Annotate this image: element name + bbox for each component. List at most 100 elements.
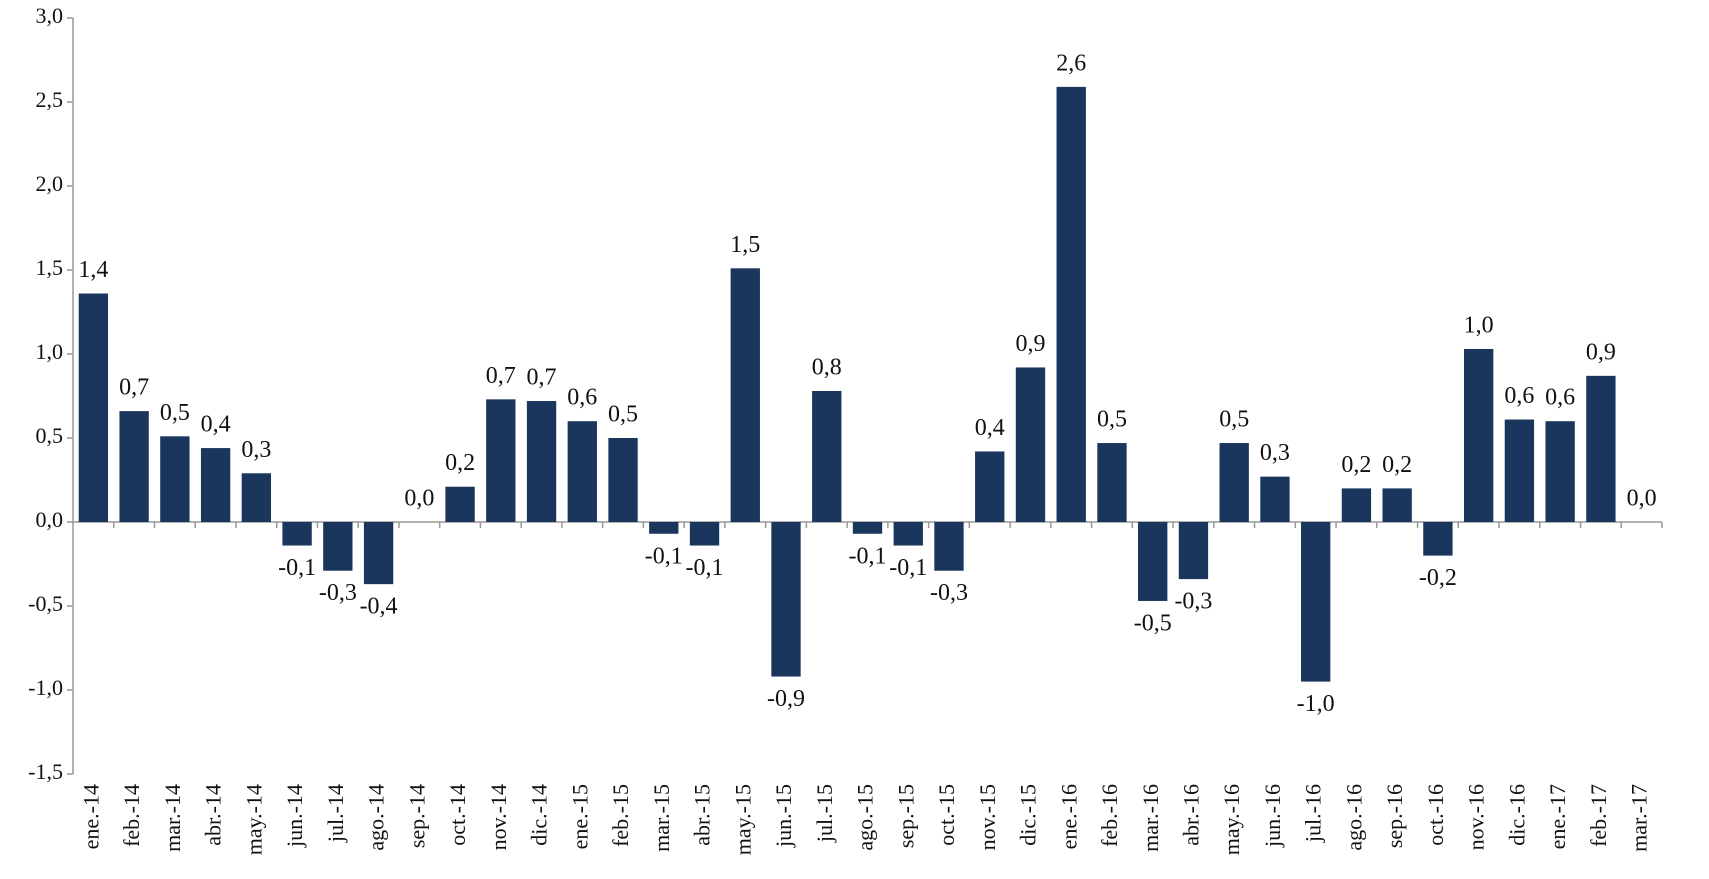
y-tick-label: 2,5 xyxy=(36,87,64,112)
y-tick-label: 0,5 xyxy=(36,423,64,448)
value-label: 0,0 xyxy=(404,486,434,512)
value-label: -0,4 xyxy=(360,594,398,620)
y-tick-label: 1,5 xyxy=(36,255,64,280)
y-tick-label: -0,5 xyxy=(28,591,63,616)
value-label: -0,5 xyxy=(1134,610,1172,636)
x-tick-label: nov.-16 xyxy=(1464,784,1489,850)
bar xyxy=(119,411,149,522)
value-label: 0,3 xyxy=(241,437,271,463)
value-label: 0,6 xyxy=(1545,385,1575,411)
bar xyxy=(160,436,190,522)
bar xyxy=(1382,488,1412,522)
x-tick-label: jun.-14 xyxy=(282,784,307,848)
value-label: 0,4 xyxy=(201,412,231,438)
bar xyxy=(1586,375,1616,522)
y-tick-label: -1,0 xyxy=(28,675,63,700)
x-tick-label: jun.-16 xyxy=(1260,784,1285,848)
x-tick-label: nov.-14 xyxy=(486,784,511,850)
bar xyxy=(567,421,597,522)
bar xyxy=(241,473,272,522)
value-label: -0,1 xyxy=(278,555,316,581)
value-label: 0,2 xyxy=(1382,452,1412,478)
x-tick-label: oct.-15 xyxy=(934,784,959,846)
bar xyxy=(893,522,923,546)
x-tick-label: may.-14 xyxy=(241,784,266,855)
x-tick-label: dic.-15 xyxy=(1016,784,1041,846)
bar xyxy=(730,268,760,522)
bar xyxy=(1178,522,1209,580)
x-tick-label: abr.-15 xyxy=(690,784,715,846)
value-label: 1,4 xyxy=(78,257,108,283)
value-label: 0,5 xyxy=(1097,407,1127,433)
value-label: 0,9 xyxy=(1586,339,1616,365)
x-tick-label: ago.-14 xyxy=(364,784,389,851)
bar xyxy=(1015,367,1046,522)
x-tick-label: dic.-16 xyxy=(1504,784,1529,846)
bar xyxy=(934,522,964,571)
y-tick-label: 3,0 xyxy=(36,3,64,28)
bar xyxy=(852,522,883,534)
bar xyxy=(1545,421,1575,522)
value-label: 0,7 xyxy=(119,375,149,401)
x-tick-label: dic.-14 xyxy=(527,784,552,846)
x-tick-label: ene.-17 xyxy=(1545,784,1570,849)
value-label: -0,1 xyxy=(849,543,887,569)
value-label: -0,1 xyxy=(889,555,927,581)
y-tick-label: 2,0 xyxy=(36,171,64,196)
value-label: -0,3 xyxy=(1174,589,1212,615)
value-label: 1,0 xyxy=(1464,312,1494,338)
bar xyxy=(1056,86,1086,522)
x-tick-label: jul.-14 xyxy=(323,784,348,843)
y-tick-label: 0,0 xyxy=(36,507,64,532)
bar xyxy=(1219,443,1249,522)
value-label: 0,8 xyxy=(812,354,842,380)
x-tick-label: jun.-15 xyxy=(771,784,796,848)
y-tick-label: 1,0 xyxy=(36,339,64,364)
x-tick-label: oct.-16 xyxy=(1423,784,1448,846)
bar xyxy=(1423,522,1453,556)
x-tick-label: mar.-15 xyxy=(649,784,674,852)
bar xyxy=(1341,488,1372,522)
x-tick-label: jul.-15 xyxy=(812,784,837,843)
x-tick-label: abr.-16 xyxy=(1178,784,1203,846)
x-tick-label: ene.-16 xyxy=(1056,784,1081,849)
x-tick-label: ago.-16 xyxy=(1341,784,1366,851)
value-label: -0,1 xyxy=(686,555,724,581)
value-label: -0,9 xyxy=(767,686,805,712)
value-label: 0,4 xyxy=(975,415,1005,441)
bar xyxy=(1260,476,1290,522)
value-label: 0,6 xyxy=(1504,383,1534,409)
bar xyxy=(1504,419,1535,522)
x-tick-label: feb.-16 xyxy=(1097,784,1122,847)
bar xyxy=(363,522,394,585)
x-tick-label: oct.-14 xyxy=(445,784,470,846)
bar xyxy=(526,401,557,522)
bar xyxy=(1138,522,1168,601)
value-label: 0,3 xyxy=(1260,440,1290,466)
x-tick-label: jul.-16 xyxy=(1301,784,1326,843)
value-label: 0,9 xyxy=(1015,331,1045,357)
value-label: 2,6 xyxy=(1056,50,1086,76)
y-tick-label: -1,5 xyxy=(28,759,63,784)
bar xyxy=(200,448,231,522)
x-tick-label: may.-16 xyxy=(1219,784,1244,855)
value-label: 0,2 xyxy=(445,450,475,476)
value-label: 0,7 xyxy=(527,365,557,391)
x-tick-label: feb.-17 xyxy=(1586,784,1611,847)
x-tick-label: may.-15 xyxy=(730,784,755,855)
x-tick-label: ago.-15 xyxy=(853,784,878,851)
x-tick-label: feb.-14 xyxy=(119,784,144,847)
x-tick-label: sep.-16 xyxy=(1382,784,1407,848)
x-tick-label: sep.-15 xyxy=(893,784,918,848)
bar xyxy=(771,522,801,677)
value-label: 0,7 xyxy=(486,363,516,389)
bar xyxy=(608,438,638,522)
bar xyxy=(323,522,353,571)
value-label: 1,5 xyxy=(730,232,760,258)
value-label: -0,2 xyxy=(1419,565,1457,591)
bar xyxy=(812,390,842,522)
bar xyxy=(649,522,679,534)
value-label: 0,5 xyxy=(608,402,638,428)
value-label: 0,0 xyxy=(1627,486,1657,512)
